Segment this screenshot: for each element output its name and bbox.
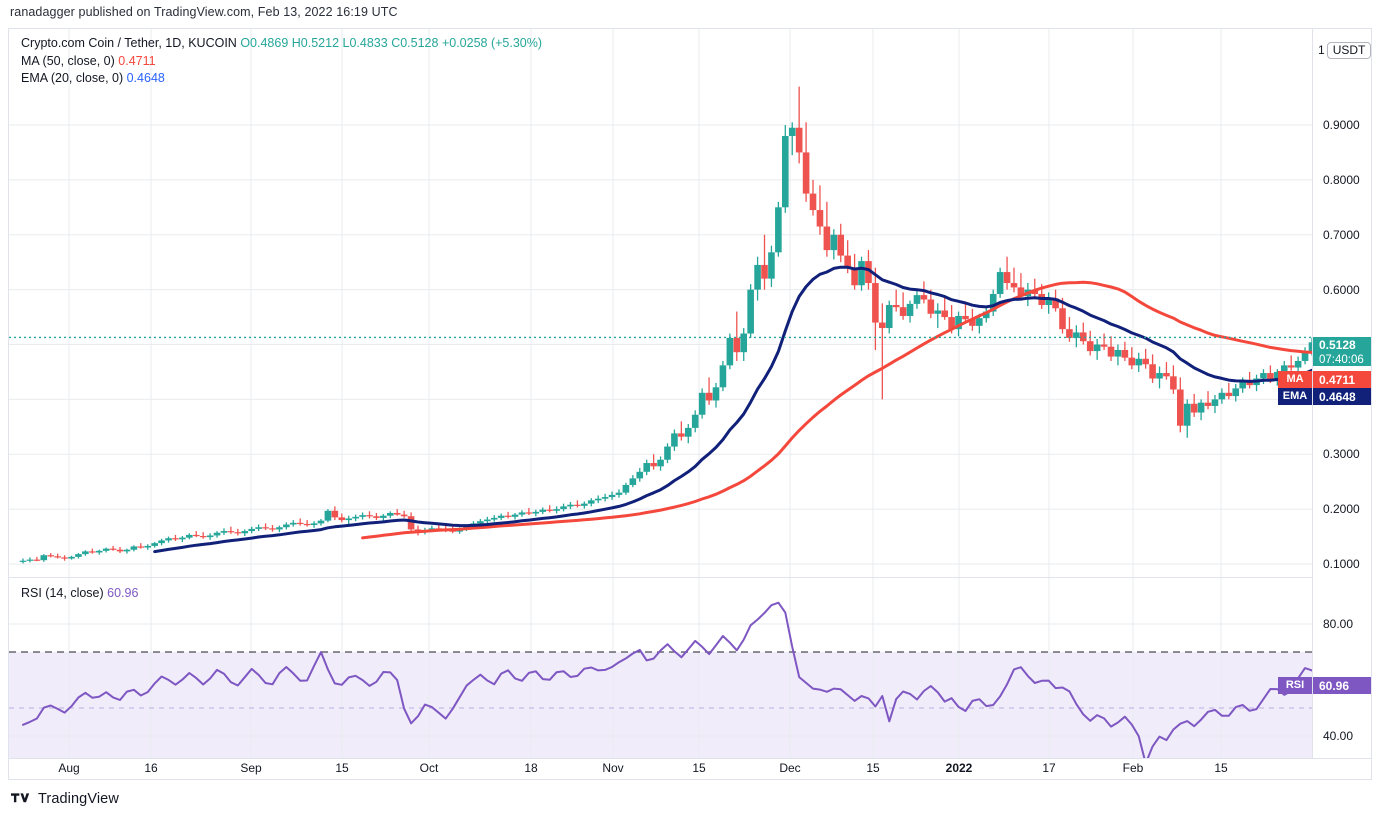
time-axis[interactable]: Aug 16 Sep 15 Oct 18 Nov 15 Dec 15 2022 17 Feb 15 bbox=[9, 759, 1371, 779]
legend-open-value: 0.4869 bbox=[250, 36, 289, 50]
rsi-tag: RSI bbox=[1278, 677, 1312, 694]
currency-unit-chip: USDT bbox=[1326, 42, 1372, 59]
pane-separator bbox=[9, 577, 1312, 578]
price-chart-svg bbox=[9, 29, 1312, 577]
time-tick-label[interactable]: Aug bbox=[58, 761, 80, 775]
time-tick-label[interactable]: Oct bbox=[419, 761, 439, 775]
last-price-value: 0.5128 bbox=[1319, 338, 1356, 352]
legend-ema-row: EMA (20, close, 0) 0.4648 bbox=[21, 70, 542, 88]
ema-price-badge: 0.4648 bbox=[1313, 388, 1371, 405]
last-price-badge: 0.5128 07:40:06 bbox=[1313, 337, 1371, 366]
last-price-countdown: 07:40:06 bbox=[1319, 354, 1364, 366]
time-tick-label[interactable]: 17 bbox=[1042, 761, 1056, 775]
time-tick-label[interactable]: 15 bbox=[1214, 761, 1228, 775]
rsi-value-badge: 60.96 bbox=[1313, 677, 1371, 694]
time-axis-separator bbox=[9, 758, 1371, 759]
time-tick-label[interactable]: Dec bbox=[779, 761, 801, 775]
time-tick-label[interactable]: 16 bbox=[144, 761, 158, 775]
price-tick-label: 0.9000 bbox=[1323, 118, 1360, 132]
ma-price-badge: 0.4711 bbox=[1313, 371, 1371, 388]
price-tick-label: 0.1000 bbox=[1323, 557, 1360, 571]
time-tick-label[interactable]: 15 bbox=[335, 761, 349, 775]
axis-separator bbox=[1312, 29, 1313, 758]
rsi-tick-label: 80.00 bbox=[1323, 617, 1354, 631]
legend-close-label: C bbox=[391, 36, 401, 50]
rsi-tick-label: 40.00 bbox=[1323, 729, 1354, 743]
price-tick-label: 0.2000 bbox=[1323, 502, 1360, 517]
legend-ema-value: 0.4648 bbox=[126, 71, 165, 85]
price-legend: Crypto.com Coin / Tether, 1D, KUCOIN O0.… bbox=[21, 35, 542, 88]
legend-change: +0.0258 (+5.30%) bbox=[441, 36, 543, 50]
legend-rsi-value: 60.96 bbox=[107, 586, 139, 600]
price-tick-label: 0.7000 bbox=[1323, 227, 1360, 242]
legend-symbol: Crypto.com Coin / Tether, 1D, KUCOIN bbox=[21, 36, 237, 50]
legend-ma-row: MA (50, close, 0) 0.4711 bbox=[21, 53, 542, 71]
time-tick-label[interactable]: 15 bbox=[866, 761, 880, 775]
legend-open-label: O bbox=[240, 36, 251, 50]
time-tick-label[interactable]: 15 bbox=[692, 761, 706, 775]
time-tick-label[interactable]: 2022 bbox=[945, 761, 973, 775]
time-tick-label[interactable]: 18 bbox=[524, 761, 538, 775]
currency-number: 1 bbox=[1318, 43, 1325, 57]
legend-symbol-row: Crypto.com Coin / Tether, 1D, KUCOIN O0.… bbox=[21, 35, 542, 53]
legend-ema-title: EMA (20, close, 0) bbox=[21, 71, 124, 85]
legend-high-label: H bbox=[291, 36, 301, 50]
legend-ma-value: 0.4711 bbox=[118, 53, 156, 68]
footer: TradingView bbox=[11, 791, 119, 807]
rsi-pane[interactable] bbox=[9, 578, 1312, 758]
ma-tag: MA bbox=[1278, 371, 1312, 388]
price-tick-label: 0.8000 bbox=[1323, 172, 1360, 187]
legend-close-value: 0.5128 bbox=[400, 36, 439, 50]
legend-rsi-title: RSI (14, close) bbox=[21, 586, 104, 600]
time-tick-label[interactable]: Nov bbox=[602, 761, 624, 775]
time-tick-label[interactable]: Feb bbox=[1122, 761, 1144, 775]
rsi-legend: RSI (14, close) 60.96 bbox=[21, 586, 138, 600]
rsi-chart-svg bbox=[9, 578, 1312, 758]
price-tick-label: 0.6000 bbox=[1323, 282, 1360, 297]
time-tick-label[interactable]: Sep bbox=[240, 761, 262, 775]
price-pane[interactable] bbox=[9, 29, 1312, 577]
legend-high-value: 0.5212 bbox=[300, 36, 340, 50]
chart-frame: Crypto.com Coin / Tether, 1D, KUCOIN O0.… bbox=[8, 28, 1372, 780]
attribution-text: ranadagger published on TradingView.com,… bbox=[10, 5, 398, 19]
ema-tag: EMA bbox=[1278, 388, 1312, 405]
legend-low-value: 0.4833 bbox=[349, 36, 388, 50]
currency-indicator: 1 USDT bbox=[1318, 42, 1372, 59]
tradingview-brand: TradingView bbox=[38, 791, 119, 807]
price-tick-label: 0.3000 bbox=[1323, 447, 1360, 462]
tradingview-logo-icon bbox=[11, 792, 30, 802]
legend-ma-title: MA (50, close, 0) bbox=[21, 53, 115, 68]
legend-low-label: L bbox=[342, 36, 350, 50]
